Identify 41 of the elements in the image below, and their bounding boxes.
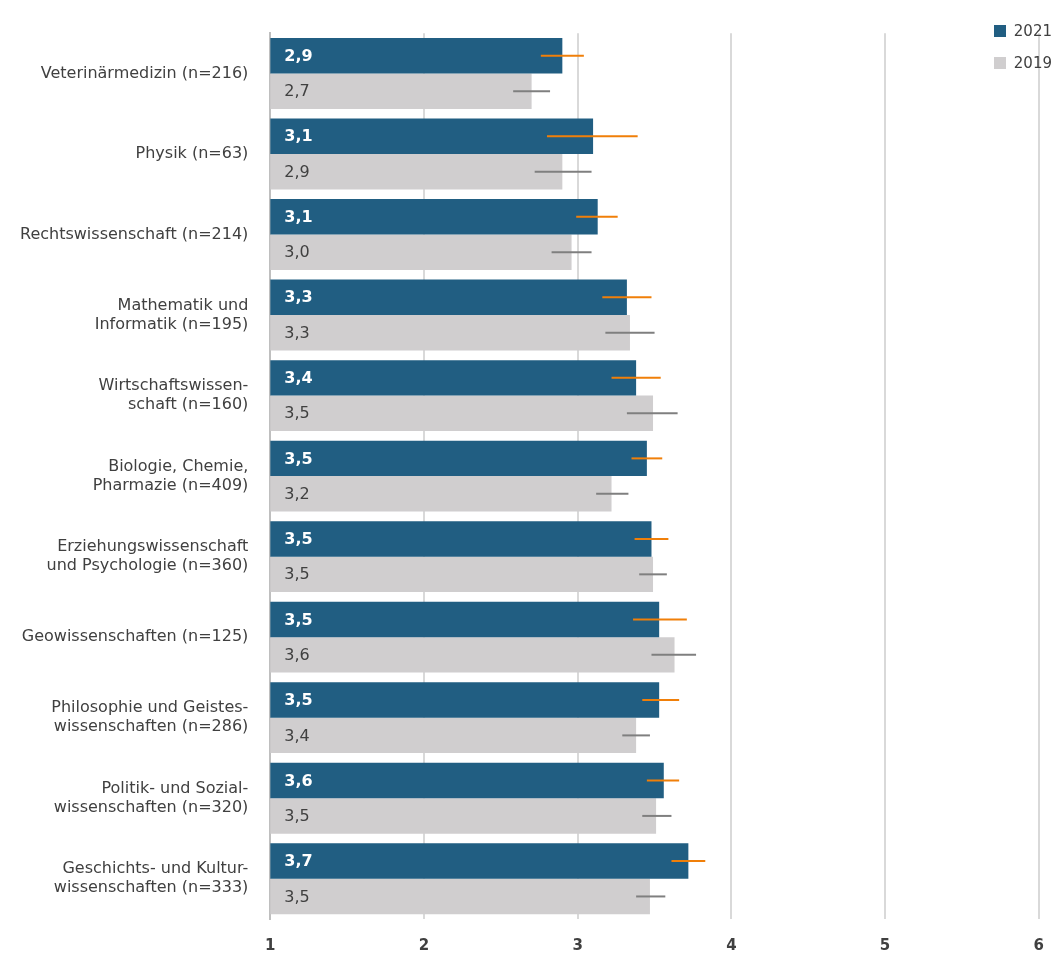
y-tick-label: Veterinärmedizin (n=216): [40, 62, 249, 82]
y-tick-label: Mathematik und Informatik (n=195): [94, 294, 249, 333]
y-tick-label: Rechtswissenschaft (n=214): [19, 223, 249, 243]
data-label: 3,1: [284, 126, 313, 146]
data-label: 3,3: [284, 287, 313, 307]
x-tick-label: 5: [879, 935, 891, 954]
y-tick-label: Politik- und Sozial- wissenschaften (n=320): [53, 777, 249, 816]
data-label: 3,5: [284, 886, 310, 906]
data-label: 3,5: [284, 529, 313, 549]
data-label: 3,2: [284, 483, 310, 503]
y-tick-label: Physik (n=63): [135, 143, 249, 163]
data-label: 2,7: [284, 81, 310, 101]
data-label: 2,9: [284, 45, 313, 65]
data-label: 3,5: [284, 690, 313, 710]
x-tick-label: 6: [1033, 935, 1044, 954]
data-label: 3,6: [284, 645, 310, 665]
x-tick-label: 3: [572, 935, 583, 954]
data-label: 3,5: [284, 564, 310, 584]
data-label: 3,5: [284, 609, 313, 629]
y-tick-label: Geschichts- und Kultur- wissenschaften (n=333): [53, 858, 249, 897]
data-label: 3,5: [284, 448, 313, 468]
legend-label: 2021: [1013, 22, 1052, 40]
x-tick-label: 4: [726, 935, 737, 954]
legend-label: 2019: [1013, 54, 1052, 72]
y-tick-label: Biologie, Chemie, Pharmazie (n=409): [92, 455, 249, 494]
data-label: 3,6: [284, 770, 313, 790]
data-label: 3,4: [284, 725, 310, 745]
y-tick-label: Geowissenschaften (n=125): [21, 626, 249, 646]
data-label: 3,4: [284, 368, 313, 388]
data-label: 3,0: [284, 242, 310, 262]
y-tick-label: Wirtschaftswissen- schaft (n=160): [98, 375, 249, 414]
data-label: 3,3: [284, 322, 310, 342]
x-tick-label: 2: [418, 935, 430, 954]
data-label: 3,5: [284, 806, 310, 826]
x-tick-label: 1: [265, 935, 276, 954]
data-label: 2,9: [284, 161, 310, 181]
data-label: 3,1: [284, 206, 313, 226]
y-tick-label: Philosophie und Geistes- wissenschaften (n=286): [51, 697, 249, 736]
data-label: 3,5: [284, 403, 310, 423]
y-tick-label: Erziehungswissenschaft und Psychologie (n=360): [46, 536, 249, 575]
data-label: 3,7: [284, 851, 313, 871]
